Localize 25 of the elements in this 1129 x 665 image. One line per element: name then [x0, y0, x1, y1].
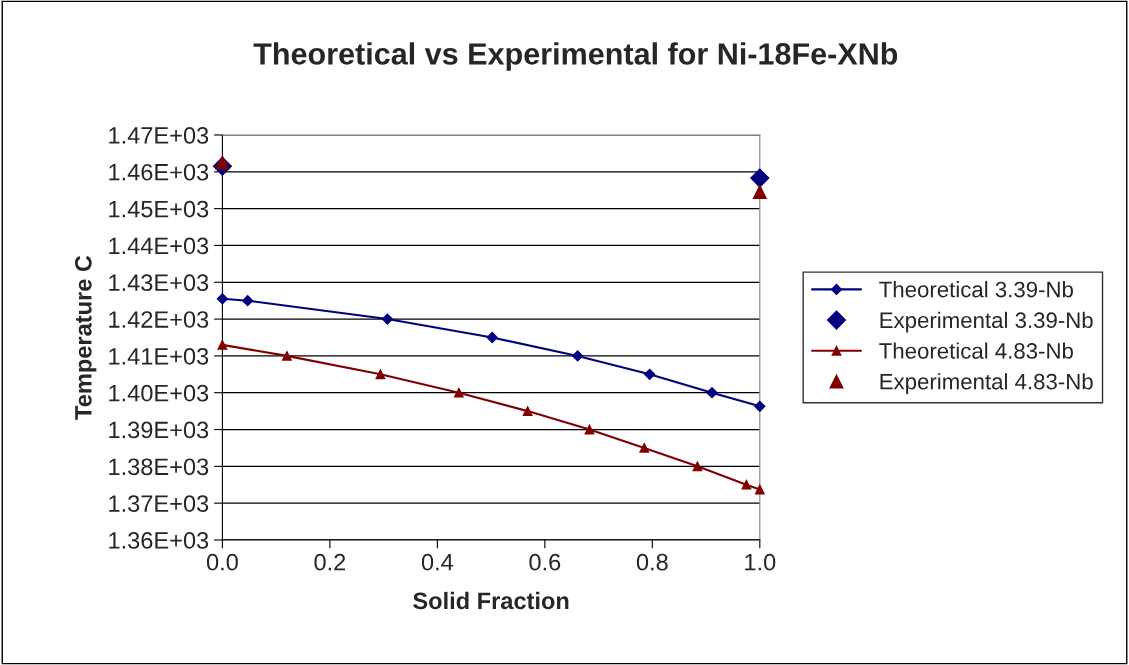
legend-label: Theoretical 3.39-Nb	[879, 281, 1073, 298]
y-tick-label: 1.39E+03	[109, 421, 209, 439]
y-tick-label: 1.42E+03	[109, 311, 209, 328]
y-tick-label: 1.45E+03	[109, 200, 209, 218]
y-tick-label: 1.46E+03	[109, 163, 209, 181]
legend-label: Experimental 4.83-Nb	[880, 373, 1093, 394]
x-tick-label: 1.0	[745, 553, 776, 571]
x-tick-label: 0.0	[206, 553, 238, 571]
x-tick-label: 0.4	[421, 553, 454, 571]
y-tick-label: 1.36E+03	[109, 532, 209, 549]
x-tick-label: 0.6	[529, 553, 561, 571]
y-tick-label: 1.47E+03	[109, 127, 209, 144]
y-tick-label: 1.38E+03	[109, 458, 209, 476]
y-tick-label: 1.40E+03	[109, 384, 209, 402]
legend-label: Theoretical 4.83-Nb	[879, 342, 1073, 359]
y-tick-label: 1.37E+03	[109, 495, 209, 512]
y-tick-label: 1.41E+03	[109, 347, 209, 365]
x-tick-label: 0.8	[636, 553, 668, 571]
x-axis-title: Solid Fraction	[413, 591, 569, 610]
chart-title: Theoretical vs Experimental for Ni-18Fe-XNb	[253, 42, 898, 71]
legend-label: Experimental 3.39-Nb	[880, 311, 1093, 333]
y-axis-title: Temperature C	[74, 255, 97, 420]
x-tick-label: 0.2	[314, 553, 346, 571]
y-tick-label: 1.44E+03	[109, 237, 209, 255]
y-tick-label: 1.43E+03	[109, 274, 209, 292]
